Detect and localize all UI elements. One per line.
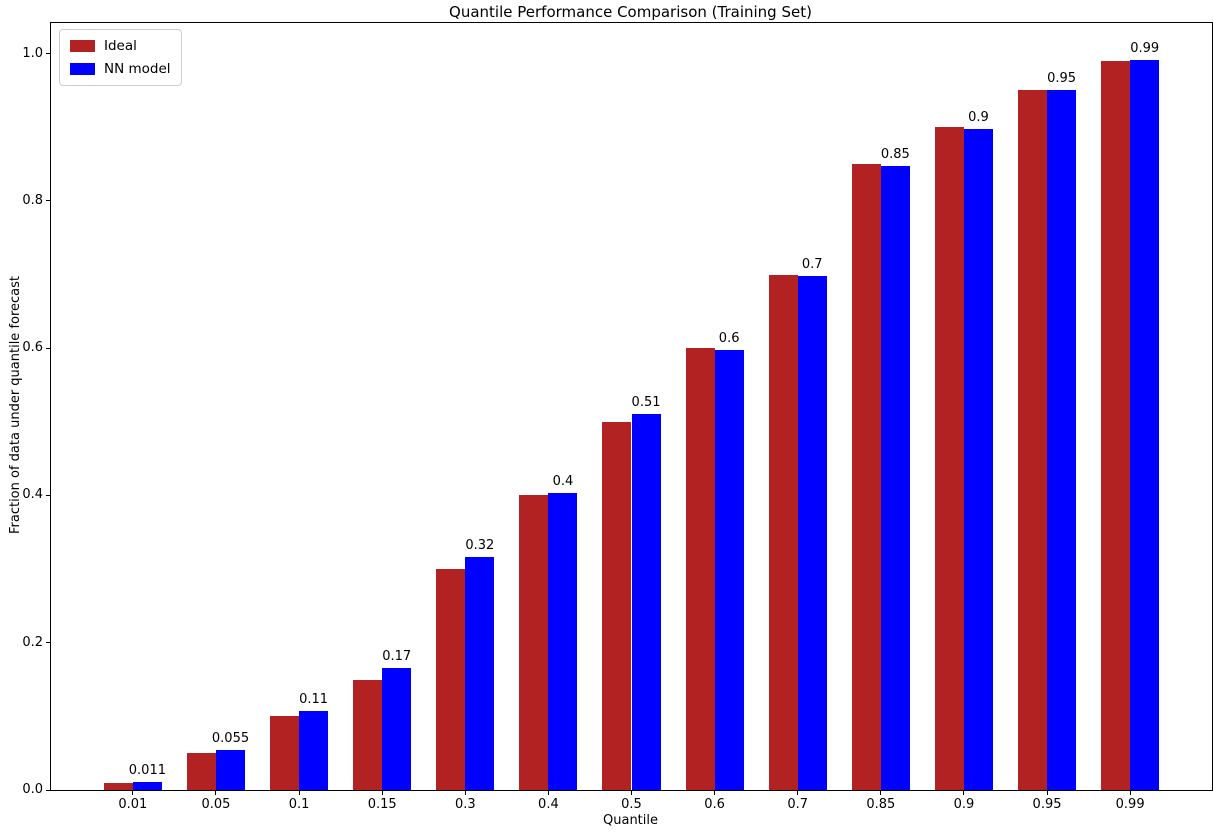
x-tick [547,791,549,795]
chart-title: Quantile Performance Comparison (Trainin… [449,3,812,21]
bar-value-label: 0.85 [880,147,910,163]
plot-area: Ideal NN model 0.0 0.2 0.4 0.6 0.8 1.0 0.01 0.0… [22,22,1213,812]
bar-value-label: 0.32 [465,538,495,554]
y-tick [46,642,50,644]
x-tick-label: 0.5 [621,797,642,812]
x-tick-label: 0.1 [288,797,310,812]
x-tick-label: 0.01 [118,797,148,812]
legend-swatch-nn-model [70,63,95,75]
legend-swatch-ideal [70,40,95,52]
y-tick-label: 0.4 [22,487,43,503]
legend-label-nn-model: NN model [104,61,171,77]
bar-nn-model [465,557,495,790]
y-tick-label: 0.6 [22,340,43,356]
bar-value-label: 0.055 [211,730,250,746]
bar-nn-model [797,276,827,790]
bar-ideal [1101,61,1131,790]
x-tick-label: 0.05 [201,797,231,812]
y-tick [46,494,50,496]
bar-nn-model [880,166,910,790]
legend-label-ideal: Ideal [104,38,137,54]
x-tick-label: 0.7 [787,797,809,812]
x-tick-label: 0.9 [953,797,975,812]
x-tick [631,791,632,795]
bar-nn-model [299,711,329,790]
bar-value-label: 0.95 [1047,70,1077,86]
x-tick [381,791,383,795]
bar-ideal [851,164,881,790]
bar-ideal [685,348,715,790]
x-tick-label: 0.15 [367,797,397,812]
x-tick [215,791,217,795]
x-tick-label: 0.85 [866,797,896,812]
x-tick-label: 0.6 [704,797,725,812]
x-tick [464,791,466,795]
bar-value-label: 0.17 [382,648,412,664]
bar-value-label: 0.51 [631,394,661,410]
x-tick-label: 0.4 [538,797,559,812]
y-tick-label: 0.2 [22,634,43,650]
y-tick-label: 0.0 [22,782,43,797]
y-tick-label: 1.0 [22,45,43,61]
bar-ideal [353,679,383,790]
bar-value-label: 0.6 [718,331,740,347]
x-axis-label: Quantile [603,813,658,828]
bar-value-label: 0.11 [299,692,329,708]
bar-nn-model [963,129,993,790]
y-tick [46,200,50,202]
bar-ideal [934,127,964,790]
x-tick [1129,791,1131,795]
legend: Ideal NN model [59,29,182,86]
bar-ideal [768,274,798,790]
bar-nn-model [132,781,162,790]
bar-ideal [602,421,632,790]
bar-value-label: 0.4 [552,474,574,490]
bar-ideal [436,569,466,790]
legend-item-nn-model: NN model [70,61,171,77]
x-tick [963,791,965,795]
x-tick [797,791,799,795]
x-tick [1046,791,1048,795]
y-tick [46,53,50,55]
legend-item-ideal: Ideal [70,38,171,54]
y-tick [46,347,50,349]
bar-nn-model [382,667,412,790]
bar-value-label: 0.7 [801,257,823,273]
bar-value-label: 0.99 [1130,40,1160,56]
bar-nn-model [215,749,246,790]
bar-ideal [519,495,549,790]
bar-value-label: 0.011 [128,762,166,778]
bar-nn-model [631,413,661,790]
x-tick [880,791,882,795]
bar-nn-model [714,350,744,790]
x-tick-label: 0.95 [1032,797,1062,812]
y-tick-label: 0.8 [22,192,43,208]
bar-ideal [103,782,133,790]
x-tick [298,791,300,795]
bar-nn-model [1047,89,1077,790]
x-tick-label: 0.3 [454,797,476,812]
bar-nn-model [548,493,578,790]
bar-nn-model [1130,59,1160,790]
y-tick [46,789,50,791]
bar-ideal [1017,90,1048,790]
x-tick [132,791,134,795]
x-tick [714,791,716,795]
bar-ideal [269,716,300,790]
x-tick-label: 0.99 [1115,797,1145,812]
bar-value-label: 0.9 [968,110,989,126]
bar-ideal [186,753,216,790]
